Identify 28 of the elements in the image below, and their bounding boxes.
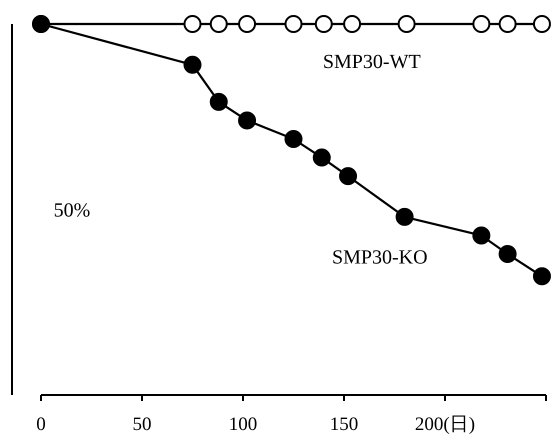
series-label: SMP30-KO — [332, 246, 428, 269]
point — [184, 15, 202, 33]
point — [498, 15, 517, 33]
point — [238, 15, 256, 33]
point — [472, 15, 490, 33]
series-label: SMP30-WT — [322, 51, 421, 73]
point — [472, 226, 490, 244]
point — [339, 167, 358, 186]
point — [284, 15, 302, 33]
point — [398, 15, 416, 33]
x-tick-label: 0 — [36, 414, 46, 435]
point — [284, 130, 302, 148]
point — [184, 56, 202, 74]
x-tick-label: 50 — [132, 414, 152, 435]
point — [532, 15, 551, 33]
point — [210, 92, 228, 111]
x-tick-label: 100 — [228, 414, 258, 435]
point — [396, 208, 414, 226]
point — [314, 15, 333, 33]
point — [210, 15, 228, 33]
point — [532, 267, 551, 286]
point — [312, 148, 331, 167]
point — [343, 15, 362, 33]
point — [238, 111, 256, 130]
x-tick-label: 150 — [330, 414, 358, 435]
point — [498, 245, 517, 264]
x-tick-label: 200(日) — [414, 414, 476, 435]
annotation: 50% — [54, 200, 90, 222]
